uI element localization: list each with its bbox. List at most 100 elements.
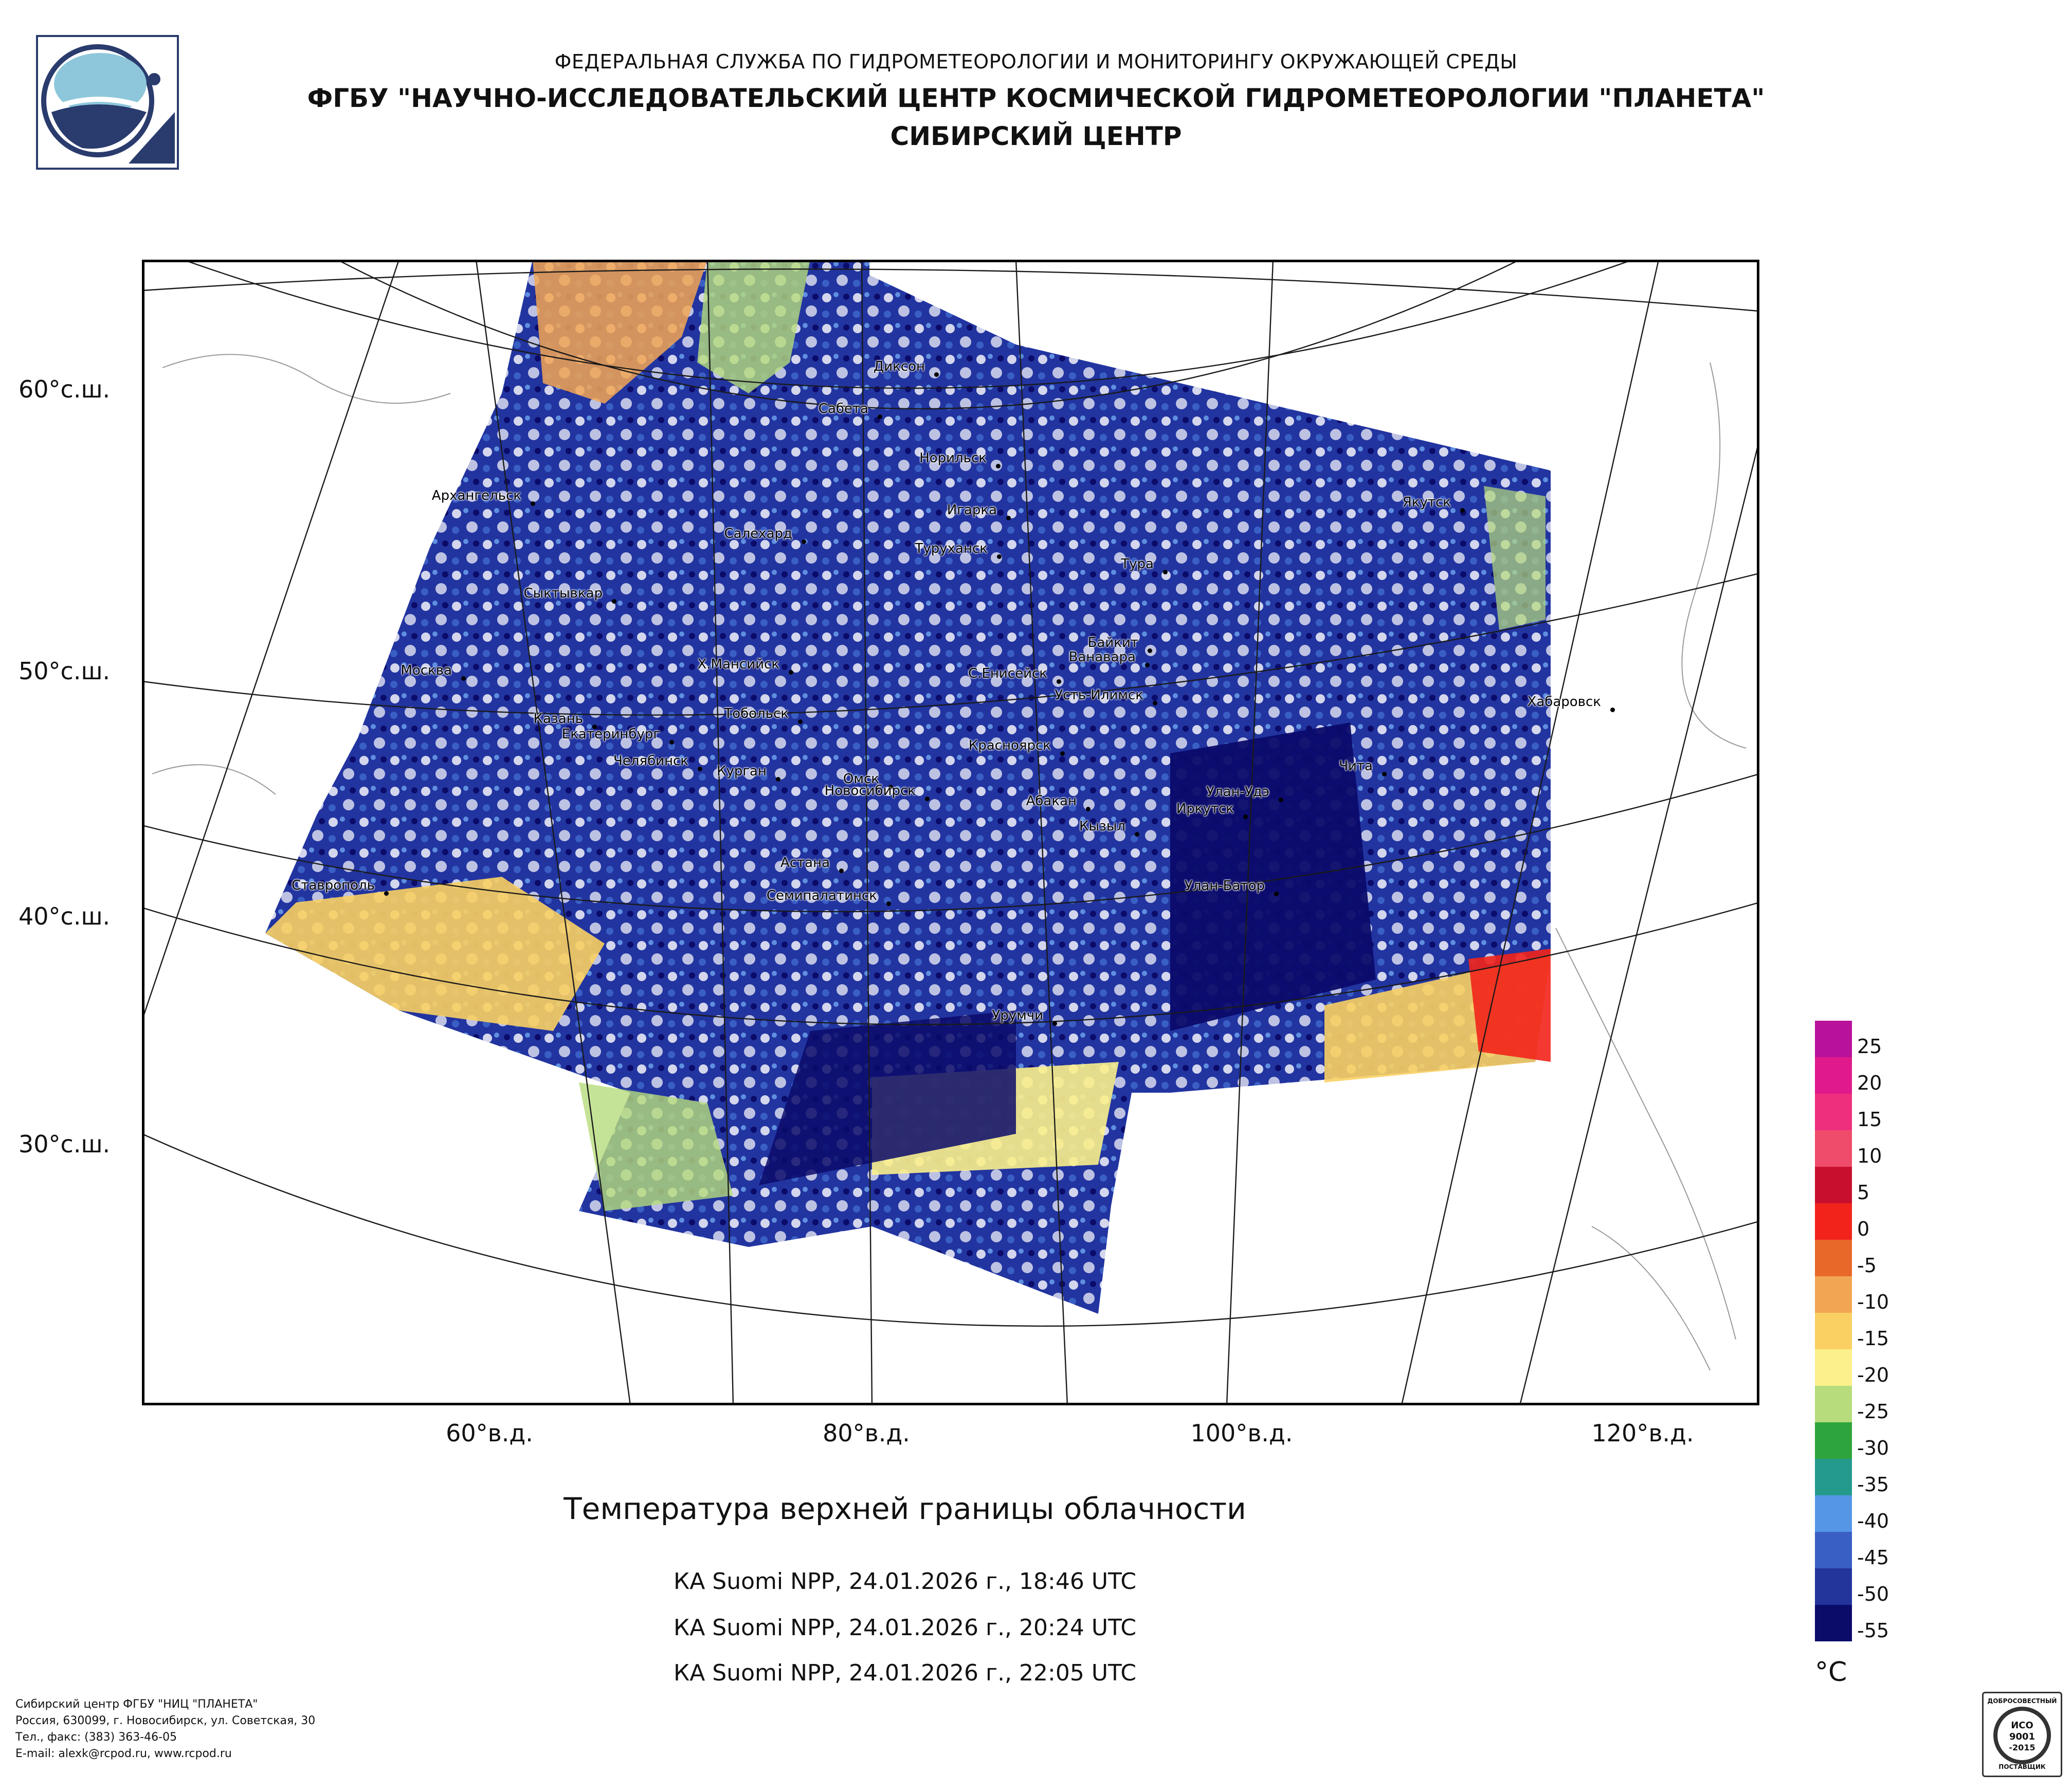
city-dot bbox=[839, 869, 844, 873]
city-dot bbox=[789, 670, 793, 675]
city-label: Диксон bbox=[873, 359, 925, 374]
city-label: Чита bbox=[1339, 758, 1373, 774]
legend-label: -35 bbox=[1857, 1473, 1889, 1496]
legend-label: 5 bbox=[1857, 1181, 1870, 1204]
city-label: Абакан bbox=[1026, 793, 1077, 809]
city-dot bbox=[878, 414, 882, 419]
legend-swatch bbox=[1815, 1349, 1852, 1386]
city-dot bbox=[612, 599, 616, 604]
city-dot bbox=[461, 676, 466, 681]
city-dot bbox=[925, 797, 930, 801]
city-dot bbox=[1279, 798, 1283, 802]
legend-swatch bbox=[1815, 1313, 1852, 1349]
city-dot bbox=[669, 740, 674, 745]
city-label: Норильск bbox=[919, 450, 987, 466]
legend-label: 25 bbox=[1857, 1035, 1882, 1058]
city-label: Игарка bbox=[947, 502, 997, 518]
city-dot bbox=[997, 554, 1002, 559]
lat-label-60: 60°с.ш. bbox=[19, 375, 111, 403]
footer-line-4: E-mail: alexk@rcpod.ru, www.rcpod.ru bbox=[15, 1747, 232, 1760]
city-label: Москва bbox=[401, 663, 452, 678]
city-label: Якутск bbox=[1402, 495, 1451, 510]
city-label: Улан-Удэ bbox=[1206, 784, 1269, 800]
legend-label: -55 bbox=[1857, 1619, 1889, 1642]
city-label: Салехард bbox=[724, 526, 792, 541]
legend-label: -15 bbox=[1857, 1327, 1889, 1350]
city-dot bbox=[1057, 679, 1061, 684]
legend-label: -5 bbox=[1857, 1254, 1877, 1277]
legend-label: 0 bbox=[1857, 1218, 1870, 1240]
city-dot bbox=[698, 767, 702, 771]
legend-swatch bbox=[1815, 1532, 1852, 1568]
city-label: Тура bbox=[1121, 556, 1154, 572]
legend-swatch bbox=[1815, 1094, 1852, 1130]
legend-swatch bbox=[1815, 1495, 1852, 1532]
legend-swatch bbox=[1815, 1057, 1852, 1094]
lat-label-30: 30°с.ш. bbox=[19, 1130, 111, 1158]
legend-label: 10 bbox=[1857, 1145, 1882, 1167]
product-title: Температура верхней границы облачности bbox=[564, 1491, 1246, 1526]
city-label: Екатеринбург bbox=[561, 727, 660, 742]
city-dot bbox=[1060, 751, 1065, 756]
city-dot bbox=[934, 372, 939, 377]
city-dot bbox=[1382, 772, 1387, 776]
legend-swatch bbox=[1815, 1203, 1852, 1240]
city-label: Урумчи bbox=[992, 1008, 1043, 1023]
legend-swatch bbox=[1815, 1276, 1852, 1313]
legend-swatch bbox=[1815, 1459, 1852, 1495]
pass-line-3: КА Suomi NPP, 24.01.2026 г., 22:05 UTC bbox=[673, 1660, 1137, 1686]
city-label: Омск bbox=[843, 771, 879, 787]
legend-swatch bbox=[1815, 1386, 1852, 1422]
city-label: Хабаровск bbox=[1527, 694, 1601, 710]
legend-swatch bbox=[1815, 1240, 1852, 1276]
legend-label: 15 bbox=[1857, 1108, 1882, 1131]
legend-label: -50 bbox=[1857, 1583, 1889, 1605]
city-label: Архангельск bbox=[431, 488, 521, 503]
city-label: Иркутск bbox=[1176, 801, 1234, 817]
city-dot bbox=[1145, 663, 1150, 667]
city-label: Усть-Илимск bbox=[1055, 688, 1143, 703]
planeta-logo bbox=[36, 35, 179, 170]
city-label: Новосибирск bbox=[824, 783, 916, 799]
city-label: Семипалатинск bbox=[766, 888, 877, 903]
legend-label: -30 bbox=[1857, 1437, 1889, 1459]
legend-label: -45 bbox=[1857, 1546, 1889, 1569]
legend-label: -10 bbox=[1857, 1291, 1889, 1313]
city-dot bbox=[592, 725, 597, 729]
city-label: Тобольск bbox=[724, 706, 789, 721]
legend-label: -25 bbox=[1857, 1400, 1889, 1423]
legend-swatch bbox=[1815, 1568, 1852, 1605]
institute-line: ФГБУ "НАУЧНО-ИССЛЕДОВАТЕЛЬСКИЙ ЦЕНТР КОС… bbox=[307, 83, 1765, 113]
city-label: Х.Мансийск bbox=[697, 657, 779, 672]
agency-line: ФЕДЕРАЛЬНАЯ СЛУЖБА ПО ГИДРОМЕТЕОРОЛОГИИ … bbox=[554, 50, 1518, 73]
city-dot bbox=[384, 891, 389, 896]
city-dot bbox=[1006, 516, 1011, 520]
city-dot bbox=[1243, 815, 1248, 819]
iso-badge: ДОБРОСОВЕСТНЫЙ ИСО 9001 -2015 ПОСТАВЩИК bbox=[1982, 1692, 2062, 1777]
city-dot bbox=[1086, 807, 1090, 811]
pass-line-2: КА Suomi NPP, 24.01.2026 г., 20:24 UTC bbox=[673, 1615, 1137, 1641]
badge-iso: ИСО bbox=[2011, 1720, 2033, 1731]
city-label: Туруханск bbox=[915, 541, 988, 556]
city-dot bbox=[886, 901, 891, 906]
legend-unit: °C bbox=[1815, 1657, 1847, 1688]
city-label: Сыктывкар bbox=[523, 586, 603, 601]
city-label: Курган bbox=[717, 764, 767, 779]
city-dot bbox=[1163, 570, 1168, 574]
lat-label-50: 50°с.ш. bbox=[19, 657, 111, 685]
legend-swatch bbox=[1815, 1422, 1852, 1459]
city-dot bbox=[888, 785, 893, 789]
city-dot bbox=[1153, 701, 1157, 705]
city-label: Кызыл bbox=[1079, 819, 1125, 834]
center-line: СИБИРСКИЙ ЦЕНТР bbox=[890, 121, 1182, 151]
city-dot bbox=[1052, 1021, 1057, 1026]
badge-year: -2015 bbox=[2009, 1743, 2035, 1752]
lon-label-60: 60°в.д. bbox=[446, 1419, 533, 1447]
legend-label: 20 bbox=[1857, 1072, 1882, 1094]
city-label: Астана bbox=[780, 855, 830, 871]
badge-bottom-text: ПОСТАВЩИК bbox=[1998, 1763, 2046, 1770]
legend-swatch bbox=[1815, 1021, 1852, 1057]
legend-label: -40 bbox=[1857, 1510, 1889, 1532]
footer-line-3: Тел., факс: (383) 363-46-05 bbox=[15, 1731, 177, 1744]
lon-label-100: 100°в.д. bbox=[1190, 1419, 1293, 1447]
